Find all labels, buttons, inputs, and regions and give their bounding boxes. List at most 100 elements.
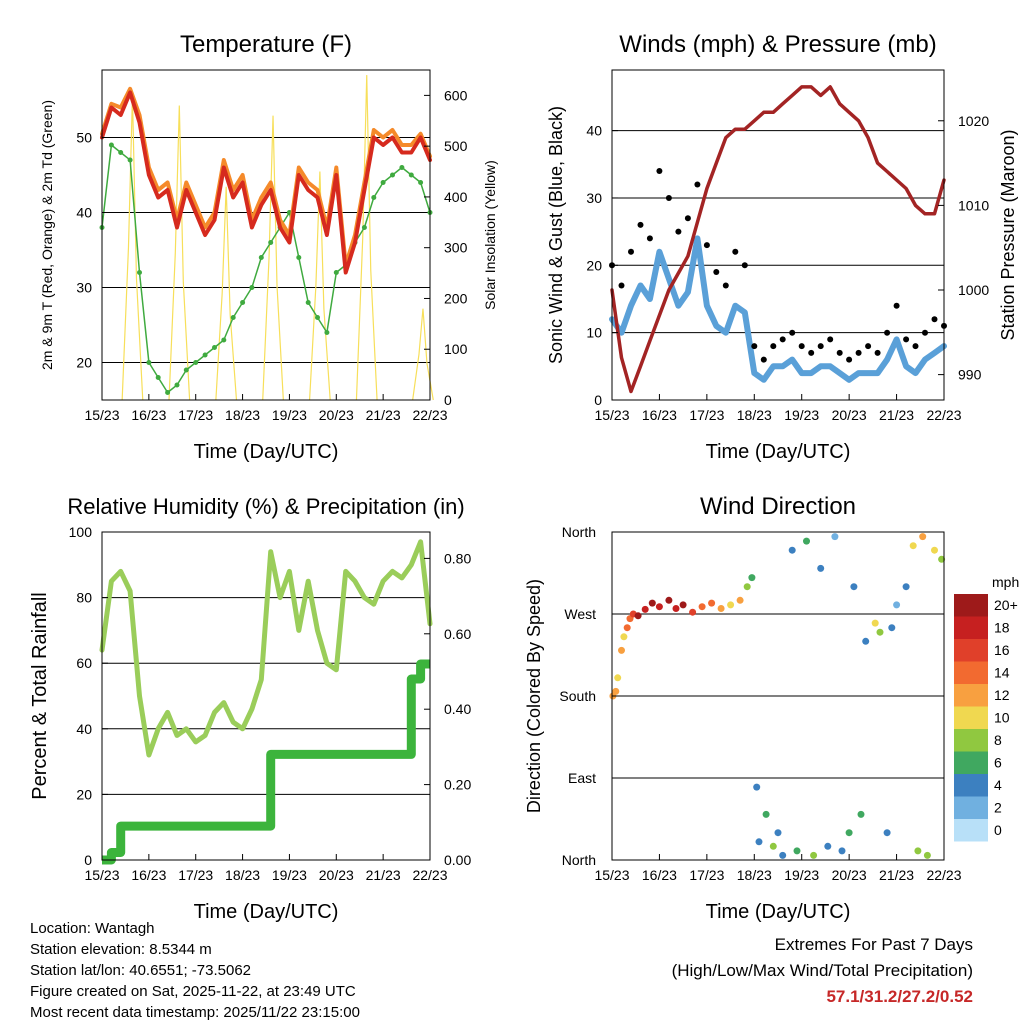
direction-point	[736, 596, 744, 604]
gust-point	[628, 248, 634, 255]
temperature-y2label: Solar Insolation (Yellow)	[482, 160, 498, 310]
dewpoint-point	[258, 255, 264, 260]
direction-point	[665, 596, 673, 604]
temperature-y2tick-label: 0	[444, 392, 452, 408]
direction-ytick-label: South	[559, 688, 596, 704]
gust-point	[922, 329, 928, 336]
gust-point	[798, 343, 805, 350]
dewpoint-point	[137, 270, 142, 275]
speed-legend-label: 12	[994, 687, 1010, 703]
humidity-title: Relative Humidity (%) & Precipitation (i…	[67, 494, 464, 519]
temperature-xtick-label: 15/23	[84, 407, 119, 423]
gust-point	[694, 181, 701, 188]
humidity-xtick-label: 17/23	[178, 867, 213, 883]
winds-xtick-label: 15/23	[594, 407, 629, 423]
speed-legend-label: 18	[994, 620, 1010, 636]
gust-point	[893, 302, 900, 309]
solar-insolation-spike	[215, 186, 238, 401]
gust-point	[903, 336, 910, 343]
pressure-line	[610, 85, 946, 394]
humidity-ylabel: Percent & Total Rainfall	[29, 592, 51, 800]
winds-title: Winds (mph) & Pressure (mb)	[619, 31, 936, 58]
winds-xtick-label: 16/23	[642, 407, 677, 423]
gust-point	[836, 349, 843, 356]
dewpoint-point	[183, 367, 189, 373]
humidity-xtick-label: 21/23	[366, 867, 401, 883]
solar-insolation-spike	[355, 75, 378, 401]
dewpoint-point	[212, 345, 217, 350]
speed-legend-label: 8	[994, 732, 1002, 748]
dewpoint-line	[101, 144, 431, 394]
temperature-xtick-label: 20/23	[319, 407, 354, 423]
direction-xtick-label: 22/23	[926, 867, 961, 883]
direction-xtick-label: 16/23	[642, 867, 677, 883]
elevation-text: Station elevation: 8.5344 m	[30, 941, 212, 958]
direction-point	[893, 601, 901, 609]
solar-insolation-spike	[412, 308, 434, 401]
humidity-ytick-label: 60	[76, 655, 92, 671]
dewpoint-point	[371, 195, 377, 200]
gust-point	[760, 356, 767, 363]
humidity-line	[99, 539, 433, 758]
humidity-xtick-label: 16/23	[131, 867, 166, 883]
temp-2m-line	[100, 90, 432, 275]
direction-point	[810, 851, 818, 859]
humidity-xtick-label: 20/23	[319, 867, 354, 883]
extremes-values: 57.1/31.2/27.2/0.52	[826, 987, 973, 1006]
temperature-ytick-label: 40	[76, 205, 92, 221]
speed-legend-label: 4	[994, 777, 1002, 793]
direction-xtick-label: 21/23	[879, 867, 914, 883]
humidity-ytick-label: 0	[84, 852, 92, 868]
direction-ytick-label: North	[562, 524, 596, 540]
temperature-plot-border	[101, 69, 431, 401]
gust-point	[770, 343, 777, 350]
winds-ytick-label: 20	[586, 257, 602, 273]
created-text: Figure created on Sat, 2025-11-22, at 23…	[30, 983, 356, 1000]
gust-point	[884, 329, 891, 336]
direction-point	[779, 851, 787, 859]
direction-point	[755, 838, 763, 846]
temperature-xtick-label: 17/23	[178, 407, 213, 423]
humidity-y2tick-label: 0.60	[444, 626, 471, 642]
speed-legend-label: 14	[994, 665, 1010, 681]
solar-insolation-spike	[262, 115, 284, 401]
gust-point	[656, 168, 663, 174]
direction-point	[689, 608, 697, 616]
direction-xtick-label: 19/23	[784, 867, 819, 883]
extremes-title: Extremes For Past 7 Days	[774, 935, 973, 954]
direction-point	[641, 605, 649, 613]
direction-point	[727, 601, 735, 609]
direction-ytick-label: West	[564, 606, 596, 622]
gust-point	[646, 235, 653, 242]
extremes-subtitle: (High/Low/Max Wind/Total Precipitation)	[671, 961, 973, 980]
direction-point	[769, 842, 777, 850]
direction-point	[838, 847, 846, 855]
dewpoint-point	[268, 240, 274, 245]
humidity-ytick-label: 100	[69, 524, 93, 540]
humidity-xtick-label: 15/23	[84, 867, 119, 883]
gust-point	[665, 195, 672, 201]
direction-point	[845, 829, 853, 837]
direction-point	[914, 847, 922, 855]
direction-ytick-label: East	[568, 770, 596, 786]
latlon-text: Station lat/lon: 40.6551; -73.5062	[30, 962, 252, 979]
temperature-xlabel: Time (Day/UTC)	[194, 441, 339, 463]
humidity-ytick-label: 40	[76, 721, 92, 737]
temperature-y2tick-label: 600	[444, 87, 468, 103]
solar-insolation-spike	[121, 95, 144, 401]
speed-legend-swatch	[954, 661, 988, 684]
temperature-ytick-label: 20	[76, 355, 92, 371]
dewpoint-point	[418, 180, 424, 185]
dewpoint-point	[174, 382, 180, 388]
dewpoint-point	[399, 165, 405, 170]
gust-point	[912, 343, 919, 350]
speed-legend-label: 6	[994, 755, 1002, 771]
gust-point	[779, 336, 786, 343]
humidity-y2tick-label: 0.40	[444, 701, 471, 717]
speed-legend-swatch	[954, 729, 988, 752]
solar-insolation-spike	[168, 105, 191, 401]
direction-ylabel: Direction (Colored By Speed)	[524, 579, 544, 813]
gust-point	[732, 248, 739, 255]
